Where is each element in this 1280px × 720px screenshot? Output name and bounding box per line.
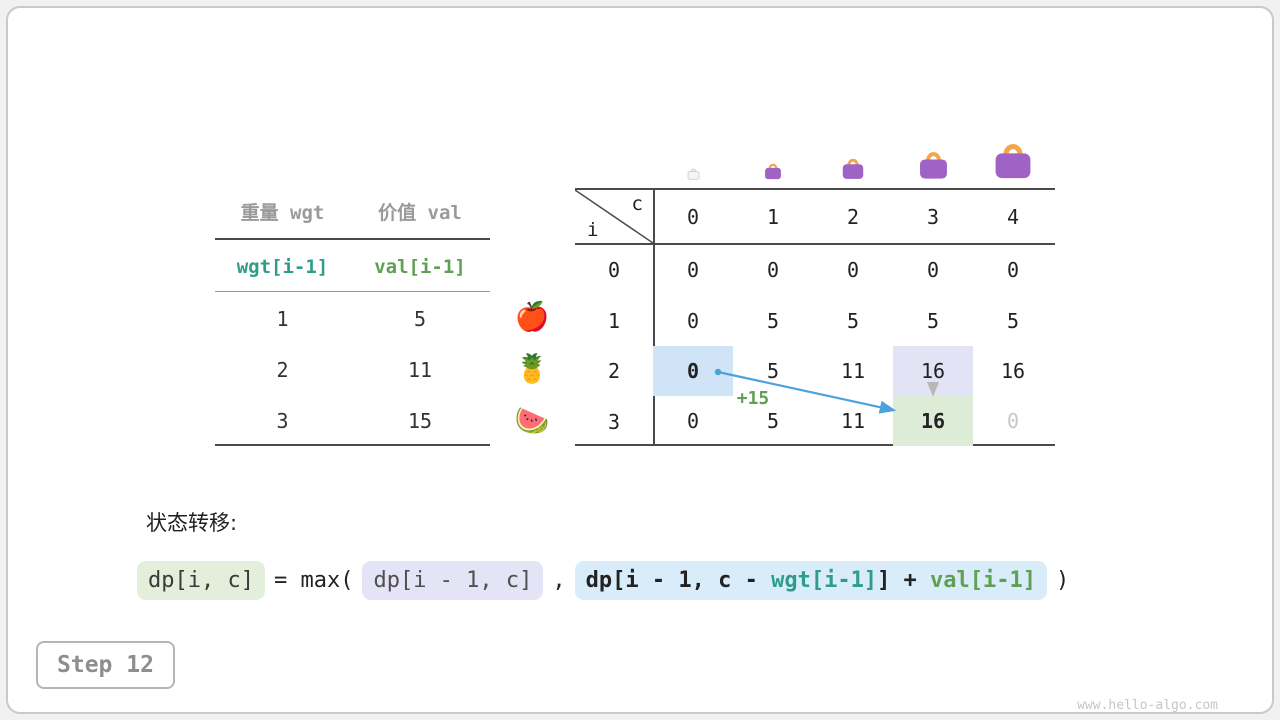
dp-cell: 5: [846, 309, 860, 333]
dp-cell: 0: [926, 258, 940, 282]
formula-arg1: dp[i - 1, c]: [362, 561, 544, 600]
pineapple-icon: 🍍: [514, 352, 550, 385]
formula-arg2: dp[i - 1, c - wgt[i-1]] + val[i-1]: [574, 561, 1048, 600]
corner-row-var: i: [587, 219, 599, 241]
formula-arg2-val: val[i-1]: [930, 568, 1037, 593]
wgt-value: 3: [276, 409, 289, 433]
formula-lhs: dp[i, c]: [137, 561, 265, 600]
step-badge: Step 12: [36, 641, 175, 689]
value-gain-annotation: +15: [736, 388, 770, 409]
col-header: 2: [846, 205, 860, 229]
bag-icon-empty: [653, 130, 733, 184]
wgt-column-header: 重量 wgt: [240, 202, 325, 224]
formula-arg2-wgt: wgt[i-1]: [771, 568, 878, 593]
dp-row-1: 0 5 5 5 5: [653, 296, 1053, 346]
dp-table-header-border: [575, 243, 1055, 245]
bag-icon-1: [733, 130, 813, 184]
watermelon-icon: 🍉: [514, 404, 550, 437]
row-header: 2: [607, 359, 621, 383]
dp-row-3: 0 5 11 16 0: [653, 396, 1053, 446]
row-header: 0: [607, 258, 621, 282]
dp-cell: 0: [1006, 258, 1020, 282]
dp-row-2: 0 5 11 16 16: [653, 346, 1053, 396]
formula-arg2-prefix: dp[i - 1, c -: [585, 568, 772, 593]
dp-cell: 0: [846, 258, 860, 282]
dp-cell: 5: [766, 309, 780, 333]
weights-table-row: 2 11: [215, 358, 490, 382]
dp-cell: 0: [686, 258, 700, 282]
val-column-header: 价值 val: [378, 202, 462, 224]
formula-equals: = max(: [273, 568, 354, 593]
dp-cell: 16: [1000, 359, 1026, 383]
divider: [215, 291, 490, 292]
formula-comma: ,: [552, 568, 566, 593]
col-header: 0: [686, 205, 700, 229]
dp-cell: 11: [840, 359, 866, 383]
weights-table-var-row: wgt[i-1] val[i-1]: [215, 256, 490, 278]
col-header: 3: [926, 205, 940, 229]
dp-cell: 0: [686, 309, 700, 333]
wgt-var-label: wgt[i-1]: [236, 256, 329, 278]
state-transition-label: 状态转移:: [146, 511, 238, 535]
site-watermark: www.hello-algo.com: [1077, 698, 1218, 713]
weights-table-row: 1 5: [215, 307, 490, 331]
bag-icon-2: [813, 130, 893, 184]
dp-cell-pending: 0: [1006, 409, 1020, 433]
bag-icon-4: [973, 130, 1053, 184]
col-header: 4: [1006, 205, 1020, 229]
val-value: 5: [413, 307, 427, 331]
apple-icon: 🍎: [514, 300, 550, 333]
formula-closing: ): [1056, 568, 1070, 593]
dp-cell-source: 0: [653, 346, 733, 396]
formula-arg2-middle: ] +: [877, 568, 931, 593]
dp-cell: 5: [926, 309, 940, 333]
dp-table-top-border: [575, 188, 1055, 190]
dp-cell: 0: [686, 409, 700, 433]
dp-table-bottom-border: [575, 444, 1055, 446]
divider: [215, 444, 490, 446]
val-var-label: val[i-1]: [374, 256, 466, 278]
bag-icon-3: [893, 130, 973, 184]
dp-cell-current: 16: [893, 396, 973, 446]
dp-cell: 0: [766, 258, 780, 282]
wgt-value: 1: [276, 307, 289, 331]
col-header: 1: [766, 205, 780, 229]
val-value: 15: [407, 409, 433, 433]
dp-table-corner-cell: c i: [575, 190, 653, 243]
weights-table-row: 3 15: [215, 409, 490, 433]
dp-cell: 5: [766, 409, 780, 433]
dp-col-headers: 0 1 2 3 4: [653, 205, 1053, 229]
row-header: 1: [607, 309, 621, 333]
corner-col-var: c: [631, 193, 643, 215]
dp-cell: 11: [840, 409, 866, 433]
dp-cell: 5: [1006, 309, 1020, 333]
dp-row-0: 0 0 0 0 0: [653, 245, 1053, 295]
dp-table-vertical-border: [653, 188, 655, 446]
divider: [215, 238, 490, 240]
wgt-value: 2: [276, 358, 289, 382]
dp-cell-above: 16: [893, 346, 973, 396]
state-transition-formula: dp[i, c] = max( dp[i - 1, c] , dp[i - 1,…: [137, 561, 1069, 600]
val-value: 11: [407, 358, 433, 382]
row-header: 3: [607, 410, 621, 434]
weights-table-header: 重量 wgt 价值 val: [215, 198, 490, 225]
